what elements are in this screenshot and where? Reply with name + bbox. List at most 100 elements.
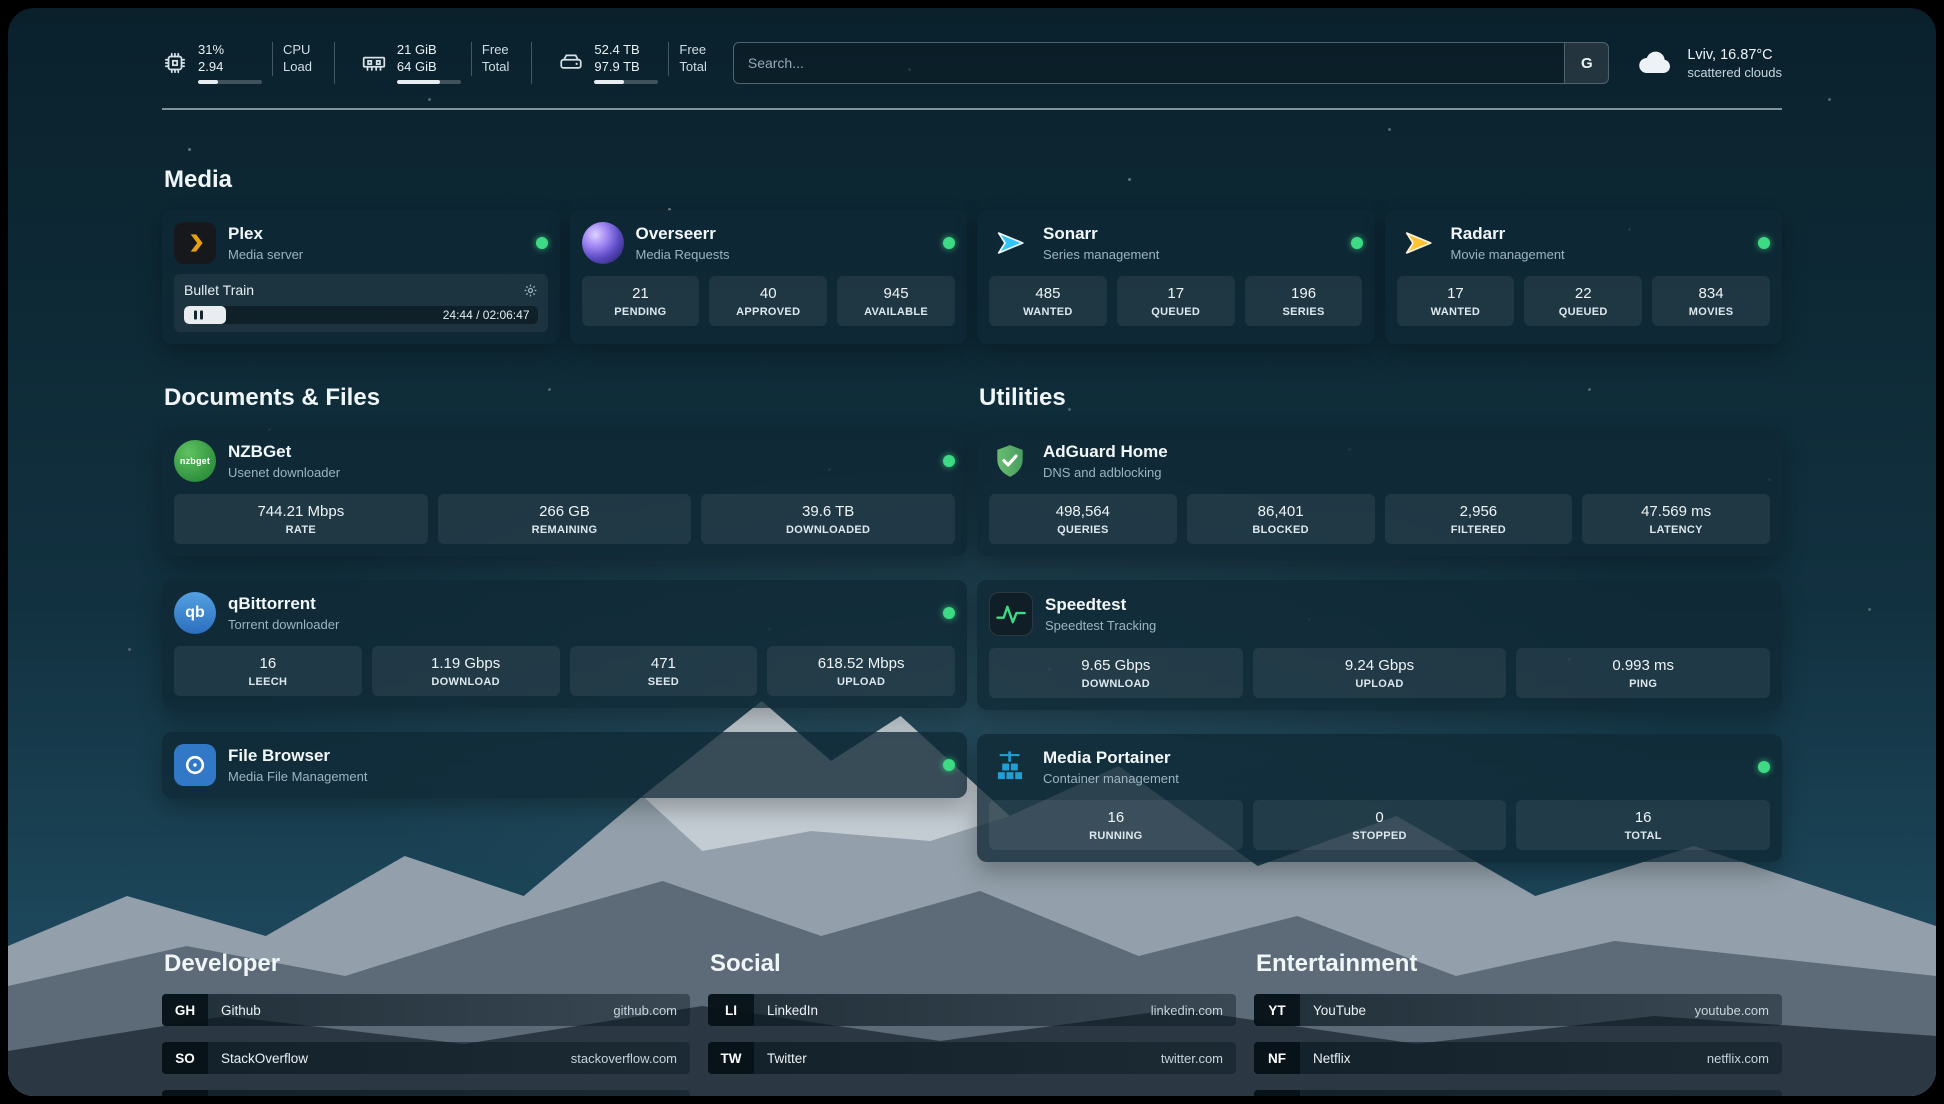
bookmark-url: github.com <box>613 1002 677 1018</box>
status-online-dot <box>943 759 955 771</box>
app-name: Plex <box>228 224 263 243</box>
disk-usage-bar <box>594 79 659 84</box>
qbittorrent-card[interactable]: qb qBittorrent Torrent downloader 16 LEE… <box>162 580 967 708</box>
plex-card-header: Plex Media server <box>174 222 548 264</box>
pause-icon[interactable] <box>194 310 203 320</box>
weather-text: Lviv, 16.87°C scattered clouds <box>1687 47 1782 80</box>
plex-card[interactable]: Plex Media server Bullet Train <box>162 210 560 344</box>
app-name: Overseerr <box>635 224 716 243</box>
stat-download: 9.65 Gbps DOWNLOAD <box>989 648 1243 698</box>
stat-label: LATENCY <box>1649 524 1703 536</box>
sonarr-card[interactable]: Sonarr Series management 485 WANTED 17 Q… <box>977 210 1375 344</box>
speedtest-card[interactable]: Speedtest Speedtest Tracking 9.65 Gbps D… <box>977 580 1782 710</box>
nzbget-card-header: nzbget NZBGet Usenet downloader <box>174 440 955 482</box>
bookmark-name: Twitter <box>767 1050 807 1066</box>
stat-upload: 618.52 Mbps UPLOAD <box>767 646 955 696</box>
stat-running: 16 RUNNING <box>989 800 1243 850</box>
cpu-labels: CPU Load <box>272 42 312 76</box>
playback-progress-bar[interactable]: 24:44 / 02:06:47 <box>184 306 538 324</box>
stat-label: REMAINING <box>531 524 598 536</box>
bookmark-twitter[interactable]: TW Twitter twitter.com <box>708 1042 1236 1074</box>
stat-label: WANTED <box>1430 306 1481 318</box>
stat-value: 17 <box>1167 285 1185 302</box>
stat-latency: 47.569 ms LATENCY <box>1582 494 1770 544</box>
settings-gear-icon[interactable] <box>523 283 538 298</box>
bookmark-youtube[interactable]: YT YouTube youtube.com <box>1254 994 1782 1026</box>
stat-filtered: 2,956 FILTERED <box>1384 494 1573 544</box>
radarr-stats: 17 WANTED 22 QUEUED 834 MOVIES <box>1396 276 1771 326</box>
bookmark-reddit[interactable]: RE Reddit reddit.com <box>1254 1090 1782 1096</box>
stat-value: 16 <box>259 655 277 672</box>
header-divider <box>162 108 1782 110</box>
search-input[interactable] <box>733 43 1565 83</box>
stat-value: 21 <box>632 285 649 302</box>
disk-label-bottom: Total <box>679 59 707 74</box>
app-name: AdGuard Home <box>1043 442 1168 461</box>
stat-value: 1.19 Gbps <box>431 655 501 672</box>
bookmark-url: linkedin.com <box>1150 1002 1223 1018</box>
app-name: qBittorrent <box>228 594 316 613</box>
portainer-card[interactable]: Media Portainer Container management 16 … <box>977 734 1782 862</box>
search-engine-button[interactable]: G <box>1564 43 1609 83</box>
nzbget-icon-text: nzbget <box>179 456 211 466</box>
bookmark-netflix[interactable]: NF Netflix netflix.com <box>1254 1042 1782 1074</box>
memory-label-bottom: Total <box>481 59 510 74</box>
cpu-percent: 31% <box>198 42 225 58</box>
bookmark-dev[interactable]: DT DEV dev.to <box>162 1090 690 1096</box>
bookmark-github[interactable]: GH Github github.com <box>162 994 690 1026</box>
bookmark-url: netflix.com <box>1706 1050 1769 1066</box>
cpu-usage-bar <box>198 79 262 84</box>
bookmarks-region: Developer GH Github github.com SO StackO… <box>162 950 1782 1096</box>
disk-label-top: Free <box>679 42 707 58</box>
stat-value: 196 <box>1291 285 1317 302</box>
status-online-dot <box>943 237 955 249</box>
app-subtitle: DNS and adblocking <box>1043 465 1162 480</box>
status-online-dot <box>943 455 955 467</box>
speedtest-card-header: Speedtest Speedtest Tracking <box>989 592 1770 636</box>
stat-label: BLOCKED <box>1252 524 1309 536</box>
qbittorrent-card-header: qb qBittorrent Torrent downloader <box>174 592 955 634</box>
qbittorrent-icon-text: qb <box>185 604 205 621</box>
portainer-stats: 16 RUNNING 0 STOPPED 16 TOTAL <box>989 800 1771 850</box>
dashboard-page: 31% 2.94 CPU Load 2 <box>8 8 1936 1096</box>
bookmark-name: StackOverflow <box>221 1050 309 1066</box>
cpu-usage-widget: 31% 2.94 CPU Load <box>162 42 335 84</box>
radarr-card[interactable]: Radarr Movie management 17 WANTED 22 QUE… <box>1384 210 1782 344</box>
qbittorrent-stats: 16 LEECH 1.19 Gbps DOWNLOAD 471 SEED <box>174 646 955 696</box>
overseerr-card-header: Overseerr Media Requests <box>581 222 955 264</box>
stat-available: 945 AVAILABLE <box>837 276 955 326</box>
speedtest-stats: 9.65 Gbps DOWNLOAD 9.24 Gbps UPLOAD 0.99… <box>989 648 1771 698</box>
bookmark-linkedin[interactable]: LI LinkedIn linkedin.com <box>708 994 1236 1026</box>
status-online-dot <box>943 607 955 619</box>
disk-usage-widget: 52.4 TB 97.9 TB Free Total <box>558 42 707 84</box>
stat-value: 9.24 Gbps <box>1344 657 1415 674</box>
bookmarks-entertainment: Entertainment YT YouTube youtube.com NF … <box>1254 950 1782 1096</box>
adguard-card[interactable]: AdGuard Home DNS and adblocking 498,564 … <box>977 428 1782 556</box>
section-title-entertainment: Entertainment <box>1256 950 1418 977</box>
app-subtitle: Media Requests <box>635 247 730 262</box>
stat-label: SERIES <box>1282 306 1325 318</box>
youtube-icon: YT <box>1254 994 1300 1026</box>
stat-total: 16 TOTAL <box>1516 800 1771 850</box>
stat-value: 47.569 ms <box>1641 503 1712 520</box>
stat-label: TOTAL <box>1624 830 1662 842</box>
stat-label: PING <box>1629 678 1658 690</box>
stat-upload: 9.24 Gbps UPLOAD <box>1252 648 1507 698</box>
portainer-icon <box>989 746 1031 788</box>
section-title-documents: Documents & Files <box>164 384 381 411</box>
bookmark-name: Netflix <box>1313 1050 1351 1066</box>
stat-label: FILTERED <box>1450 524 1507 536</box>
sonarr-stats: 485 WANTED 17 QUEUED 196 SERIES <box>989 276 1363 326</box>
app-subtitle: Torrent downloader <box>228 617 340 632</box>
stat-value: 9.65 Gbps <box>1081 657 1151 674</box>
overseerr-card[interactable]: Overseerr Media Requests 21 PENDING 40 A… <box>569 210 967 344</box>
stat-approved: 40 APPROVED <box>709 276 828 326</box>
nzbget-icon: nzbget <box>174 440 216 482</box>
stat-downloaded: 39.6 TB DOWNLOADED <box>701 494 956 544</box>
filebrowser-card[interactable]: File Browser Media File Management <box>162 732 967 798</box>
bookmark-stackoverflow[interactable]: SO StackOverflow stackoverflow.com <box>162 1042 690 1074</box>
nzbget-card[interactable]: nzbget NZBGet Usenet downloader 744.21 M… <box>162 428 967 556</box>
app-subtitle: Speedtest Tracking <box>1045 618 1157 633</box>
bookmark-name: YouTube <box>1313 1002 1367 1018</box>
